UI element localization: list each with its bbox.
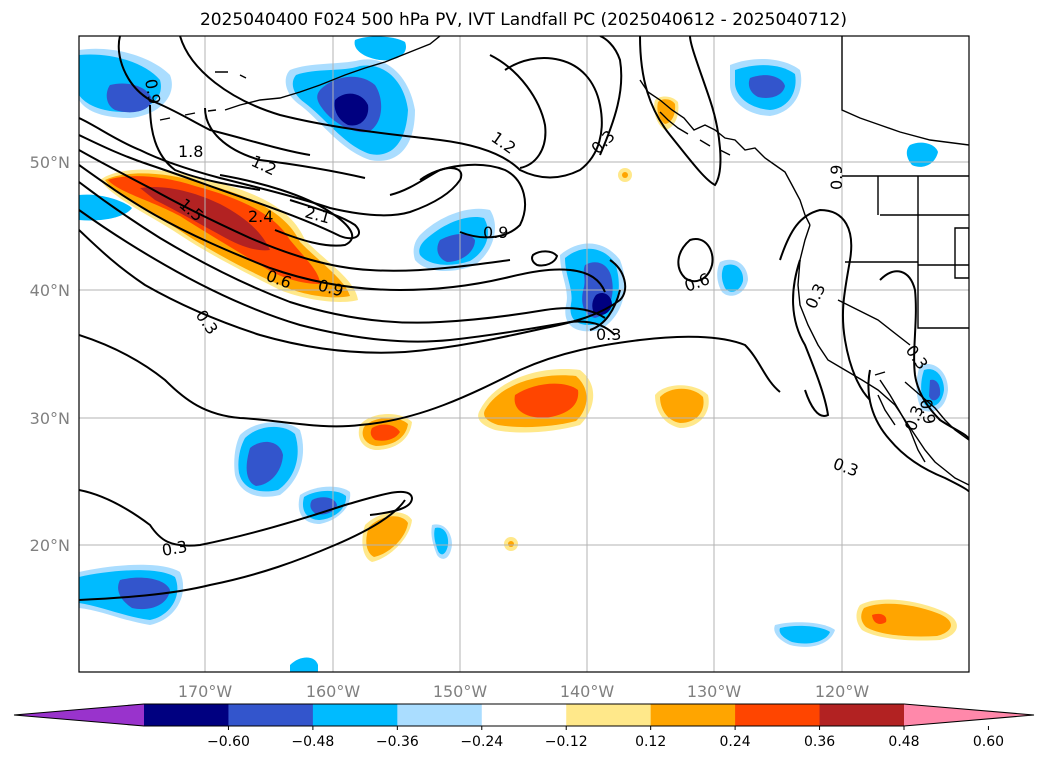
latitude-labels: 50°N 40°N 30°N 20°N xyxy=(30,153,70,555)
colorbar: −0.60 −0.48 −0.36 −0.24 −0.12 0.12 0.24 0.36 0.4… xyxy=(13,703,1035,750)
colorbar-segment xyxy=(566,704,652,726)
lat-label: 20°N xyxy=(30,536,70,555)
colorbar-tick-label: 0.48 xyxy=(888,734,919,750)
colorbar-outline xyxy=(13,703,1035,727)
lat-label: 50°N xyxy=(30,153,70,172)
contour-label: 0.9 xyxy=(916,397,939,425)
colorbar-segment xyxy=(481,704,567,726)
colorbar-segment xyxy=(144,704,229,726)
colorbar-tick-label: −0.36 xyxy=(376,734,419,750)
graticule xyxy=(79,36,969,672)
lon-label: 150°W xyxy=(433,682,488,701)
colorbar-segment xyxy=(650,704,736,726)
colorbar-tick-label: 0.24 xyxy=(720,734,751,750)
longitude-labels: 170°W 160°W 150°W 140°W 130°W 120°W xyxy=(178,682,870,701)
lon-label: 140°W xyxy=(560,682,615,701)
coastlines xyxy=(159,36,969,486)
page-title: 2025040400 F024 500 hPa PV, IVT Landfall… xyxy=(199,10,847,30)
colorbar-extend-high xyxy=(904,704,1034,726)
contour-label: 0.9 xyxy=(483,223,508,242)
map-frame xyxy=(78,35,970,673)
lat-label: 40°N xyxy=(30,281,70,300)
pv-contours xyxy=(79,36,969,601)
contour-label: 0.3 xyxy=(160,537,188,560)
negative-anomaly-shading xyxy=(79,36,948,672)
colorbar-tick-label: 0.36 xyxy=(804,734,835,750)
colorbar-tick-label: 0.12 xyxy=(635,734,666,750)
colorbar-segment xyxy=(735,704,821,726)
colorbar-tick-label: −0.12 xyxy=(545,734,588,750)
lon-label: 120°W xyxy=(815,682,870,701)
colorbar-segment xyxy=(228,704,314,726)
contour-label: 2.4 xyxy=(248,207,273,226)
lon-label: 170°W xyxy=(178,682,233,701)
colorbar-segment xyxy=(397,704,483,726)
colorbar-segment xyxy=(312,704,398,726)
lat-label: 30°N xyxy=(30,409,70,428)
colorbar-tick-label: 0.60 xyxy=(973,734,1004,750)
contour-label: 1.8 xyxy=(178,142,203,161)
contour-label: 0.9 xyxy=(827,165,846,190)
colorbar-segment xyxy=(819,704,905,726)
lon-label: 160°W xyxy=(306,682,361,701)
lon-label: 130°W xyxy=(687,682,742,701)
contour-label: 0.9 xyxy=(141,77,164,105)
contour-label: 0.3 xyxy=(596,325,621,344)
colorbar-tick-label: −0.60 xyxy=(207,734,250,750)
colorbar-tick-label: −0.24 xyxy=(460,734,503,750)
positive-anomaly-shading xyxy=(100,96,957,641)
map-background xyxy=(79,36,969,672)
colorbar-extend-low xyxy=(14,704,144,726)
colorbar-tick-label: −0.48 xyxy=(291,734,334,750)
